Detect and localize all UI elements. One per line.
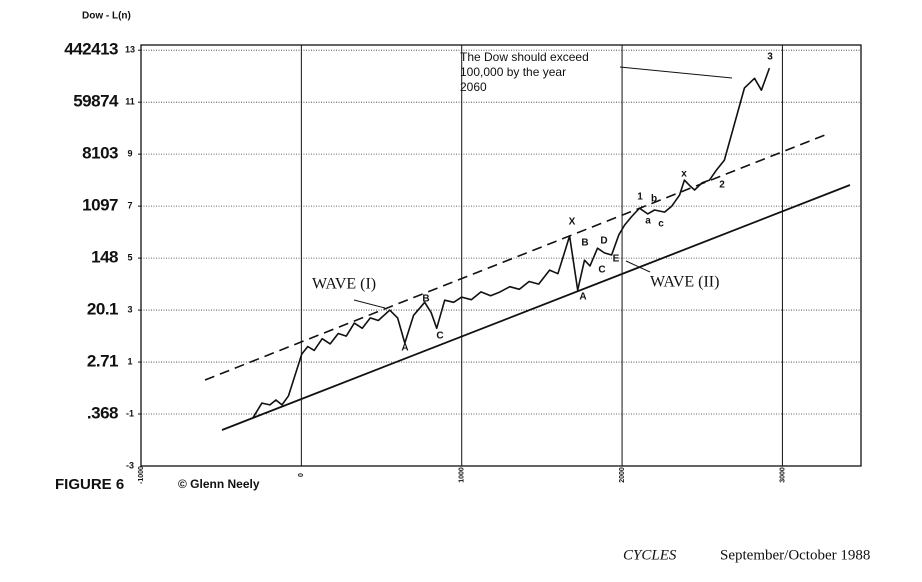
wave-label: 3 (767, 52, 773, 63)
y-tick-label: 8103 (82, 144, 118, 163)
y-tick-label: 59874 (73, 92, 119, 111)
source-name: CYCLES (623, 547, 677, 563)
wave-label: B (422, 294, 429, 305)
wave-label: E (613, 254, 620, 265)
x-tick-label: 2000 (619, 467, 626, 483)
wave-pointer (353, 299, 386, 309)
y-tick-label: 3 (127, 304, 132, 314)
y-tick-label: 9 (127, 149, 132, 159)
wave-label: b (651, 194, 657, 205)
wave-label: D (600, 236, 607, 247)
y-tick-label: 2.71 (87, 352, 118, 371)
y-tick-label: 20.1 (87, 300, 118, 319)
x-tick-label: 1000 (459, 467, 466, 483)
figure-label: FIGURE 6 (55, 476, 124, 493)
wave-label: c (658, 219, 664, 230)
annotation: WAVE (II) (650, 274, 719, 291)
y-tick-label: 13 (125, 45, 135, 55)
y-tick-label: 5 (127, 252, 132, 262)
wave-label: A (579, 292, 586, 303)
wave-label: a (645, 216, 651, 227)
x-tick-label: -1000 (138, 466, 145, 484)
annotation: 100,000 by the year (460, 65, 566, 79)
wave-label: A (401, 343, 408, 354)
y-tick-label: 442413 (64, 40, 118, 59)
wave-label: B (581, 238, 588, 249)
plot-frame (140, 44, 862, 467)
y-tick-label: 11 (125, 97, 135, 107)
annotation: 2060 (460, 80, 487, 94)
y-tick-label: .368 (87, 404, 118, 423)
wave-label: C (598, 265, 605, 276)
note-pointer (619, 66, 733, 79)
y-tick-label: -3 (126, 460, 134, 470)
wave-label: C (436, 331, 443, 342)
wave-label: x (681, 169, 687, 180)
wave-label: 1 (637, 192, 643, 203)
annotation: The Dow should exceed (460, 50, 589, 64)
wave-label: 2 (719, 180, 725, 191)
y-tick-label: 148 (91, 248, 118, 267)
y-tick-label: 1097 (82, 196, 118, 215)
y-tick-label: -1 (126, 408, 134, 418)
upper-channel-line (204, 132, 831, 381)
credit: © Glenn Neely (178, 477, 260, 491)
source-date: September/October 1988 (720, 547, 870, 563)
plot-area (141, 45, 861, 466)
wave-pointer (625, 260, 651, 273)
x-tick-label: 3000 (779, 467, 786, 483)
y-tick-label: 7 (127, 200, 132, 210)
axis-title: Dow - L(n) (82, 11, 131, 22)
x-tick-label: 0 (298, 473, 305, 477)
price-line (252, 67, 771, 419)
wave-label: X (569, 217, 576, 228)
y-tick-label: 1 (127, 356, 132, 366)
annotation: WAVE (I) (312, 276, 376, 293)
lower-channel-line (221, 184, 851, 431)
